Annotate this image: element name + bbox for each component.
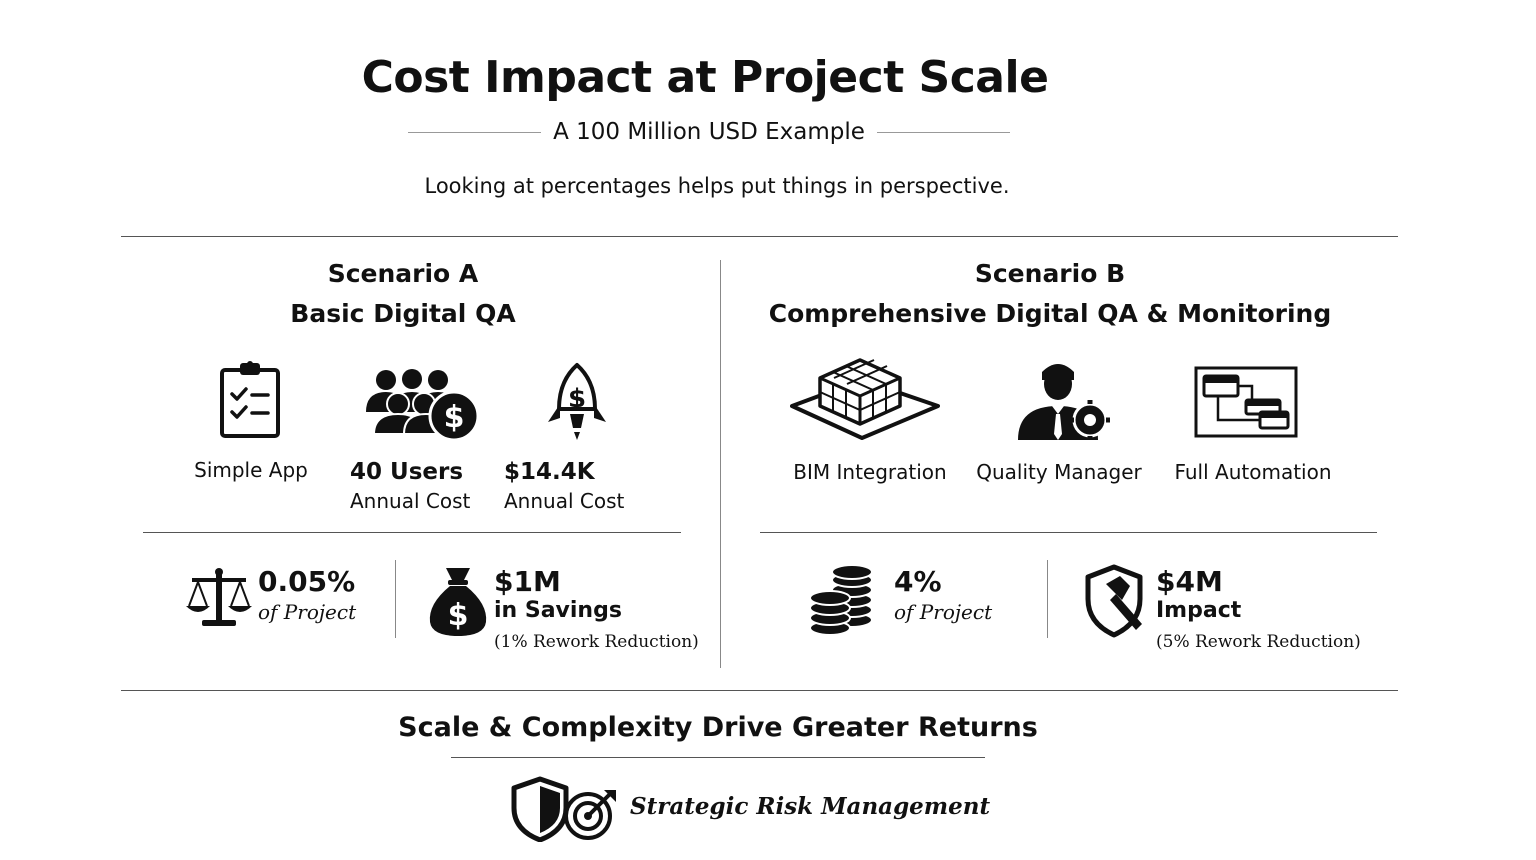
balance-scale-icon xyxy=(186,568,252,626)
automation-flow-icon xyxy=(1194,366,1298,438)
svg-text:$: $ xyxy=(444,400,465,435)
bottom-divider xyxy=(121,690,1398,691)
coin-stacks-icon xyxy=(809,564,873,636)
bim-label: BIM Integration xyxy=(793,460,947,484)
money-bag-icon: $ xyxy=(429,568,487,636)
svg-text:$: $ xyxy=(448,598,469,633)
footer-headline: Scale & Complexity Drive Greater Returns xyxy=(398,712,1038,743)
shield-icon xyxy=(511,776,569,842)
quality-manager-icon xyxy=(1018,364,1110,440)
scenario-b-name: Comprehensive Digital QA & Monitoring xyxy=(768,299,1332,328)
rocket-dollar-icon: $ xyxy=(548,363,606,440)
stat-divider-a xyxy=(395,560,396,638)
savings-stat-a: $1M in Savings (1% Rework Reduction) xyxy=(494,566,699,654)
quality-manager-label: Quality Manager xyxy=(976,460,1142,484)
scenario-b-label: Scenario B xyxy=(974,259,1126,288)
users-label: Annual Cost xyxy=(350,489,471,513)
cost-value: $14.4K xyxy=(504,459,595,485)
scenario-a-heading: Scenario A Basic Digital QA xyxy=(160,254,646,334)
shield-hammer-icon xyxy=(1085,564,1143,638)
cost-label: Annual Cost xyxy=(504,489,625,513)
users-dollar-icon: $ xyxy=(366,369,480,442)
scenario-a-name: Basic Digital QA xyxy=(290,299,516,328)
savings-label-a: in Savings xyxy=(494,598,622,623)
impact-label-b: Impact xyxy=(1156,598,1242,623)
percent-value-a: 0.05% xyxy=(258,565,356,598)
impact-stat-b: $4M Impact (5% Rework Reduction) xyxy=(1156,566,1361,654)
impact-value-b: $4M xyxy=(1156,565,1223,598)
scenario-b-rule xyxy=(760,532,1377,533)
scenario-divider xyxy=(720,260,721,668)
percent-stat-a: 0.05% of Project xyxy=(258,566,356,626)
users-value: 40 Users xyxy=(350,459,464,485)
footer-tagline: Strategic Risk Management xyxy=(630,793,991,820)
savings-note-a: (1% Rework Reduction) xyxy=(494,632,699,652)
page-subtitle: A 100 Million USD Example xyxy=(553,119,865,145)
simple-app-label: Simple App xyxy=(194,458,308,482)
savings-value-a: $1M xyxy=(494,565,561,598)
page-title: Cost Impact at Project Scale xyxy=(361,52,1049,103)
bim-model-icon xyxy=(790,358,940,440)
percent-label-b: of Project xyxy=(894,600,993,624)
footer-rule xyxy=(451,757,985,758)
target-arrow-icon xyxy=(564,790,616,840)
percent-label-a: of Project xyxy=(258,600,357,624)
subtitle-row: A 100 Million USD Example xyxy=(408,116,1011,148)
users-stat: 40 Users Annual Cost xyxy=(350,456,470,514)
svg-text:$: $ xyxy=(568,384,586,414)
subtitle-rule-left xyxy=(408,131,542,133)
clipboard-checklist-icon xyxy=(220,361,280,438)
scenario-b-heading: Scenario B Comprehensive Digital QA & Mo… xyxy=(760,254,1340,334)
percent-stat-b: 4% of Project xyxy=(894,566,992,626)
percent-value-b: 4% xyxy=(894,565,942,598)
impact-note-b: (5% Rework Reduction) xyxy=(1156,632,1361,652)
cost-stat: $14.4K Annual Cost xyxy=(504,456,624,514)
scenario-a-rule xyxy=(143,532,681,533)
automation-label: Full Automation xyxy=(1174,460,1332,484)
top-divider xyxy=(121,236,1398,237)
intro-text: Looking at percentages helps put things … xyxy=(424,174,1010,198)
scenario-a-label: Scenario A xyxy=(327,259,479,288)
subtitle-rule-right xyxy=(876,131,1011,133)
stat-divider-b xyxy=(1047,560,1048,638)
